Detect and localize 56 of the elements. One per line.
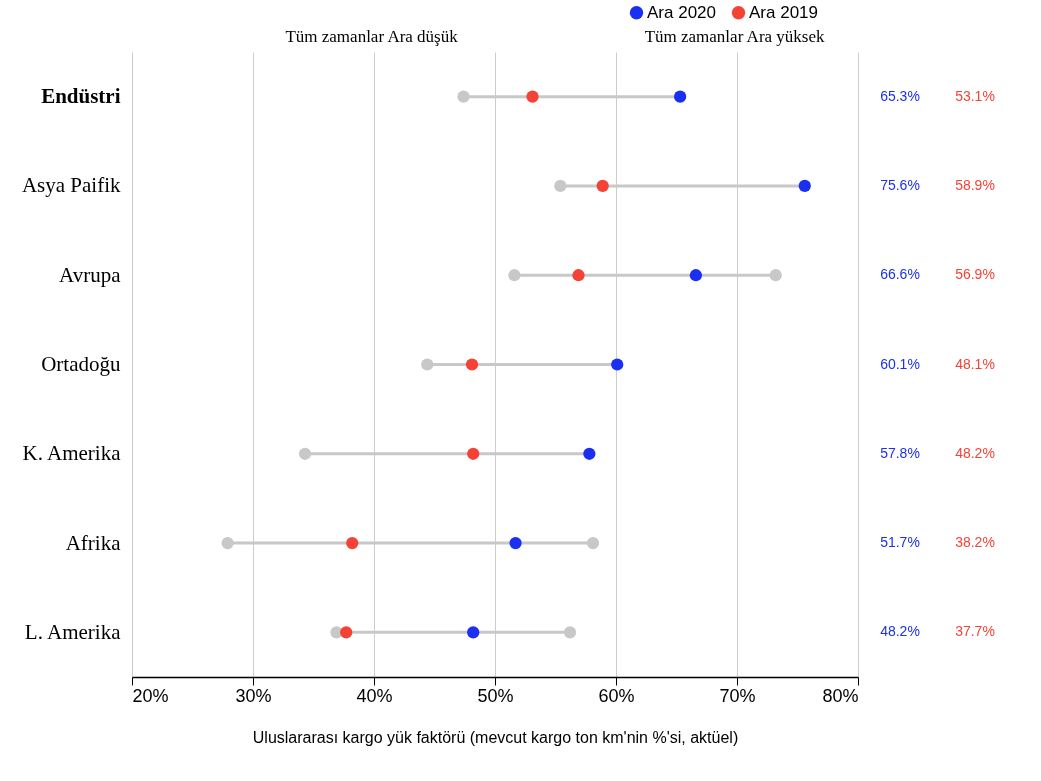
- point: [674, 90, 687, 103]
- text: Tüm zamanlar Ara yüksek: [644, 27, 825, 46]
- point: [798, 179, 811, 193]
- point: [526, 90, 539, 103]
- y-tick-label: Avrupa: [59, 262, 122, 287]
- data-label: 56.9%: [955, 266, 995, 283]
- point: [769, 269, 782, 282]
- x-tick-label: 60%: [598, 685, 635, 706]
- data-label: 38.2%: [955, 534, 995, 551]
- point: [583, 447, 596, 460]
- data-label: 60.1%: [880, 355, 920, 372]
- x-tick-label: 50%: [477, 685, 514, 706]
- data-label: 58.9%: [955, 176, 995, 193]
- data-label: 75.6%: [880, 176, 920, 193]
- point: [586, 536, 600, 550]
- data-label: 48.2%: [955, 444, 995, 461]
- data-label: 48.2%: [880, 623, 920, 640]
- point: [689, 269, 702, 282]
- point: [340, 626, 353, 639]
- x-axis-title: Uluslararası kargo yük faktörü (mevcut kargo ton km'nin %'si, aktüel): [252, 728, 739, 746]
- point: [467, 626, 480, 639]
- y-tick-label: Endüstri: [41, 84, 121, 109]
- legend-label: Ara 2019: [749, 2, 818, 22]
- point: [457, 90, 470, 103]
- legend-label: Ara 2020: [647, 2, 716, 22]
- point: [346, 536, 359, 550]
- data-label: 53.1%: [955, 87, 995, 104]
- y-tick-label: Ortadoğu: [41, 352, 121, 376]
- point: [509, 536, 522, 550]
- point: [298, 447, 312, 460]
- data-label: 48.1%: [955, 355, 995, 372]
- point: [554, 179, 567, 193]
- point: [508, 269, 521, 282]
- point: [596, 179, 609, 193]
- x-tick-label: 30%: [235, 685, 272, 706]
- x-tick-label: 40%: [356, 685, 393, 706]
- point: [467, 447, 480, 460]
- point: [611, 358, 624, 371]
- data-label: 65.3%: [880, 87, 920, 104]
- y-tick-label: Asya Paifik: [21, 173, 121, 198]
- point: [572, 269, 585, 282]
- y-tick-label: K. Amerika: [22, 441, 122, 466]
- text: Tüm zamanlar Ara düşük: [285, 27, 459, 46]
- point: [421, 358, 434, 371]
- x-tick-label: 20%: [132, 685, 169, 706]
- y-tick-label: Afrika: [65, 530, 122, 555]
- data-label: 51.7%: [880, 534, 920, 551]
- point: [563, 626, 577, 639]
- point: [221, 536, 234, 550]
- data-label: 37.7%: [955, 623, 995, 640]
- y-tick-label: L. Amerika: [24, 619, 122, 644]
- data-label: 57.8%: [880, 444, 920, 461]
- x-tick-label: 80%: [822, 685, 859, 706]
- data-label: 66.6%: [880, 266, 920, 283]
- point: [465, 358, 479, 371]
- x-tick-label: 70%: [719, 685, 756, 706]
